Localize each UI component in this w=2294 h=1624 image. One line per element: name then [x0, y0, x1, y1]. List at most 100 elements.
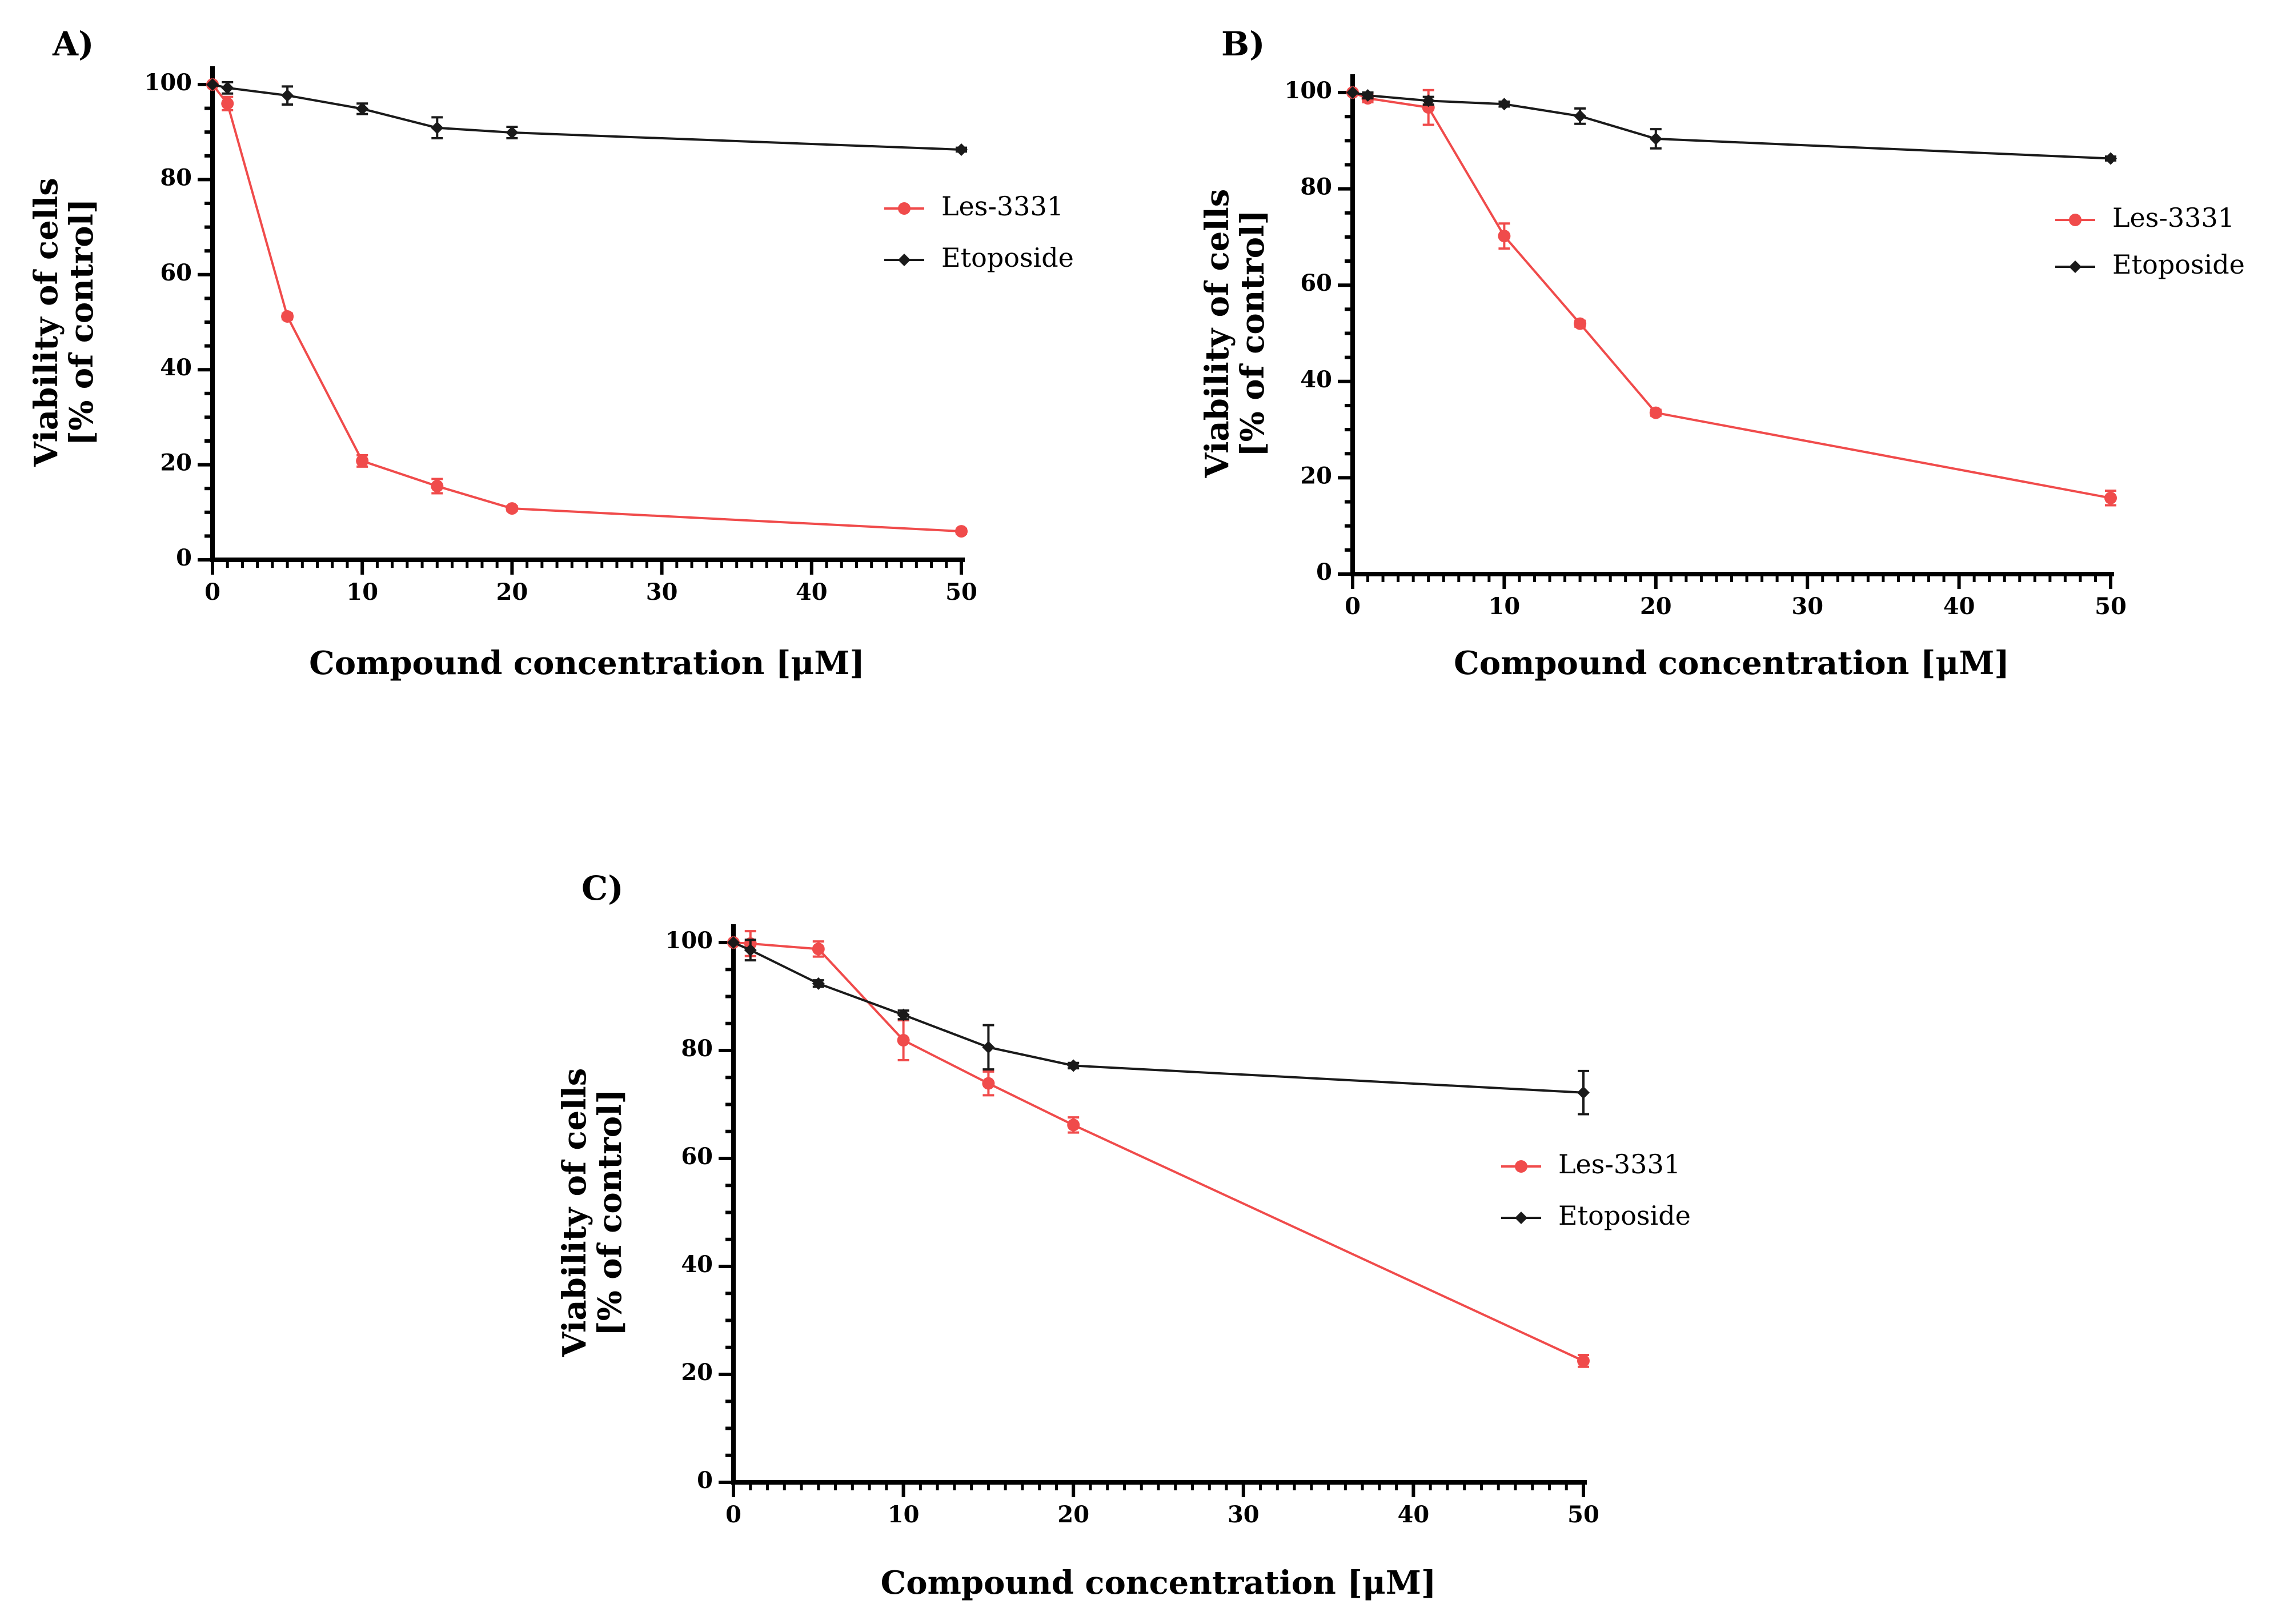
legend: Les-3331 Etoposide [1501, 1149, 1691, 1231]
data-point [356, 454, 369, 467]
panel-c: C) 0 20 40 60 80 100 0 10 20 30 40 50 Compound concen… [556, 869, 1691, 1602]
data-point [1574, 317, 1587, 330]
data-point [744, 944, 757, 957]
panel-label: B) [1221, 25, 1265, 63]
series-line-les-3331 [211, 83, 962, 533]
x-axis-title: Compound concentration [μM] [881, 1564, 1437, 1602]
data-point [897, 1034, 910, 1047]
x-tick-label: 30 [1791, 593, 1823, 620]
series-line-etoposide [733, 941, 1584, 1094]
y-tick-label: 20 [160, 450, 192, 476]
y-tick-label: 40 [160, 354, 192, 381]
x-tick-label: 10 [1489, 593, 1521, 620]
data-point [982, 1077, 995, 1090]
data-point [1361, 89, 1374, 102]
data-point [2104, 152, 2117, 165]
legend: Les-3331 Etoposide [884, 191, 1074, 273]
data-point [1649, 132, 1662, 145]
x-tick-label: 50 [1567, 1501, 1599, 1528]
data-point [982, 1041, 995, 1054]
x-tick-label: 30 [1228, 1501, 1260, 1528]
legend-label: Les-3331 [2112, 202, 2235, 233]
y-tick-label: 80 [1300, 174, 1332, 201]
x-tick-label: 0 [725, 1501, 741, 1528]
data-point [955, 143, 968, 156]
data-point [897, 1008, 910, 1021]
x-tick-label: 40 [796, 579, 828, 606]
data-point [221, 81, 234, 94]
x-tick-label: 40 [1943, 593, 1975, 620]
legend-marker [1515, 1160, 1527, 1173]
x-tick-label: 0 [1345, 593, 1361, 620]
y-tick-label: 0 [1316, 559, 1332, 586]
data-point [2104, 491, 2117, 504]
legend-marker [2069, 214, 2082, 226]
data-point [955, 525, 968, 538]
y-tick-label: 20 [681, 1359, 713, 1386]
series-line-etoposide [212, 83, 962, 151]
series-line-etoposide [1352, 91, 2111, 160]
x-tick-label: 40 [1398, 1501, 1430, 1528]
data-point [727, 936, 740, 949]
y-tick-label: 40 [1300, 366, 1332, 393]
data-point [1574, 110, 1587, 123]
panel-b: B) 0 20 40 60 80 100 0 10 20 30 40 50 Compound concen… [1198, 25, 2245, 682]
y-axis-title: Viability of cells [27, 178, 65, 467]
y-tick-label: 60 [681, 1143, 713, 1170]
series-etoposide [727, 936, 1590, 1116]
x-tick-label: 20 [1640, 593, 1672, 620]
y-tick-label: 100 [665, 927, 713, 954]
data-point [431, 480, 444, 493]
x-tick-label: 30 [646, 579, 678, 606]
panel-label: A) [52, 25, 94, 63]
series-les-3331 [206, 78, 968, 538]
data-point [506, 502, 519, 515]
series-line-les-3331 [733, 941, 1584, 1362]
data-point [1498, 230, 1511, 243]
y-tick-label: 20 [1300, 462, 1332, 489]
legend-label: Les-3331 [941, 191, 1064, 222]
data-point [1067, 1059, 1080, 1072]
data-point [1649, 406, 1662, 419]
y-tick-label: 60 [1300, 270, 1332, 296]
x-tick-label: 50 [2095, 593, 2127, 620]
x-tick-label: 20 [496, 579, 528, 606]
series-etoposide [206, 78, 968, 156]
legend-label: Etoposide [1558, 1200, 1691, 1231]
data-point [206, 78, 219, 91]
data-point [1422, 94, 1435, 107]
data-point [221, 97, 234, 110]
data-point [812, 943, 825, 956]
panel-label: C) [581, 869, 624, 908]
x-tick-label: 10 [346, 579, 378, 606]
y-tick-label: 100 [1285, 77, 1333, 104]
data-point [431, 121, 444, 134]
legend-label: Etoposide [2112, 249, 2245, 280]
data-point [1498, 98, 1511, 111]
legend-marker [898, 202, 911, 215]
legend-label: Les-3331 [1558, 1149, 1681, 1180]
x-tick-label: 0 [204, 579, 220, 606]
data-point [1577, 1086, 1590, 1099]
data-point [506, 126, 519, 139]
y-tick-label: 100 [145, 69, 192, 96]
legend-marker [2069, 260, 2082, 273]
y-axis-title: [% of control] [591, 1089, 629, 1336]
panel-a: A) 0 20 40 60 80 100 0 10 20 30 40 50 Compound concen… [27, 25, 1074, 682]
data-point [812, 977, 825, 990]
y-axis-title: Viability of cells [556, 1068, 593, 1358]
x-tick-label: 10 [888, 1501, 920, 1528]
data-point [1067, 1118, 1080, 1132]
data-point [1577, 1354, 1590, 1368]
y-axis-title: Viability of cells [1198, 189, 1236, 479]
data-point [281, 310, 294, 323]
x-axis-title: Compound concentration [μM] [1454, 644, 2010, 682]
data-point [1346, 86, 1359, 99]
x-tick-label: 20 [1057, 1501, 1089, 1528]
y-tick-label: 40 [681, 1251, 713, 1278]
data-point [356, 102, 369, 115]
y-tick-label: 80 [160, 164, 192, 191]
y-axis-title: [% of control] [63, 199, 101, 446]
